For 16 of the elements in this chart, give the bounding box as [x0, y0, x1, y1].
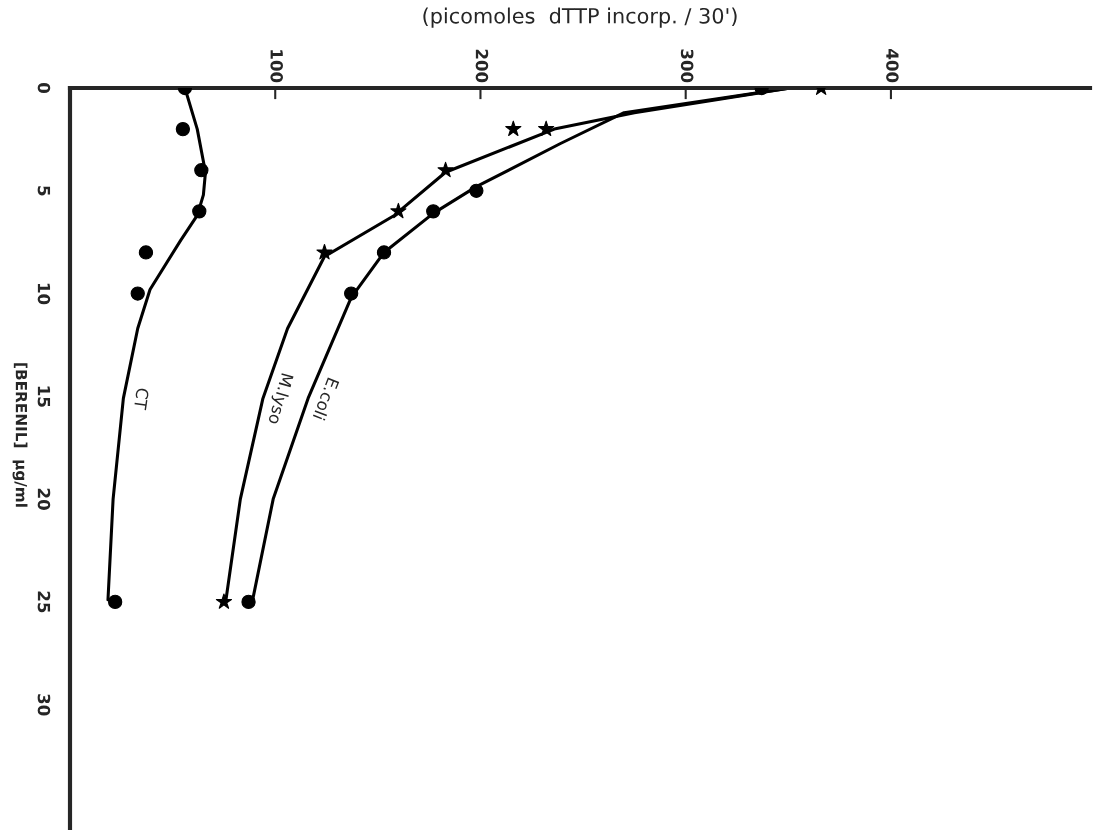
y-tick-label: 10: [37, 283, 51, 305]
y-tick-label: 30: [37, 694, 51, 716]
y-tick-label: 25: [37, 591, 51, 613]
x-tick-label: 400: [886, 49, 899, 83]
y-tick-label: 20: [37, 488, 51, 510]
x-tick-label: 200: [475, 49, 489, 83]
x-tick-label: 100: [270, 50, 283, 83]
y-axis-title: [BERENIL] µg/ml: [12, 363, 28, 507]
x-axis-title: (picomoles dTTP incorp. / 30'): [423, 7, 737, 28]
y-tick-label: 15: [37, 386, 51, 407]
y-tick-label: 0: [37, 83, 51, 93]
text: CT: [133, 387, 150, 411]
y-tick-label: 5: [37, 186, 51, 196]
text: E.coli: [312, 377, 340, 421]
text: M.lyso: [264, 372, 294, 426]
x-tick-label: 300: [680, 49, 694, 83]
